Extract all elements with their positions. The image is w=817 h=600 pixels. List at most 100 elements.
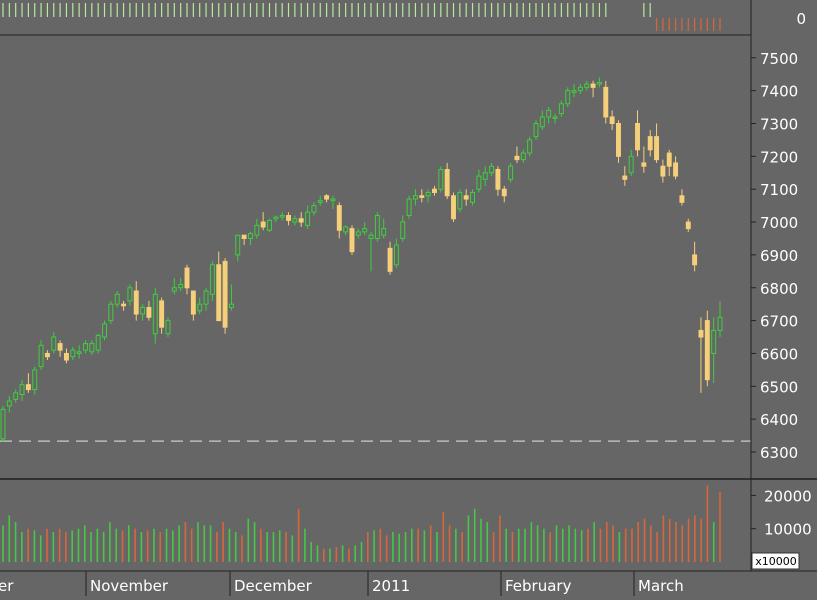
candle-body: [127, 287, 133, 302]
candle-body: [419, 195, 425, 198]
candle-body: [489, 165, 495, 174]
candle-body: [216, 264, 222, 322]
candle-body: [565, 90, 571, 105]
candle-body: [514, 155, 520, 161]
candle-body: [387, 247, 393, 272]
candle-body: [552, 116, 558, 119]
candle-body: [584, 83, 590, 88]
candle-body: [146, 306, 152, 318]
price-tick-label: 7100: [760, 181, 798, 199]
candle-body: [95, 334, 101, 351]
candle-body: [654, 136, 660, 161]
candle-body: [32, 369, 38, 391]
candle-body: [311, 205, 317, 213]
candle-body: [520, 152, 526, 161]
candle-body: [349, 228, 355, 253]
candle-body: [679, 195, 685, 203]
candle-body: [178, 283, 184, 289]
candle-body: [171, 287, 177, 292]
candle-body: [673, 162, 679, 177]
x-axis-label: December: [234, 577, 313, 595]
candle-body: [457, 191, 463, 210]
candle-body: [603, 86, 609, 118]
candle-body: [235, 234, 241, 256]
candle-body: [108, 303, 114, 322]
candle-body: [241, 234, 247, 239]
candle-body: [44, 352, 50, 358]
candle-body: [717, 316, 723, 331]
candle-body: [698, 329, 704, 338]
candle-body: [476, 175, 482, 190]
candle-body: [666, 152, 672, 167]
candle-body: [616, 123, 621, 157]
candle-body: [368, 234, 374, 239]
candle-body: [558, 103, 564, 115]
volume-axis: 20000 10000: [751, 487, 812, 539]
price-tick-label: 7300: [760, 116, 798, 134]
volume-series: [2, 485, 721, 562]
candle-body: [63, 352, 69, 361]
candle-body: [0, 408, 6, 440]
candle-body: [355, 231, 361, 236]
candle-body: [444, 168, 450, 197]
price-tick-label: 6700: [760, 313, 798, 331]
candle-body: [140, 306, 146, 315]
candle-body: [247, 233, 253, 239]
candle-body: [305, 211, 311, 226]
candle-body: [533, 123, 539, 138]
candle-body: [432, 188, 437, 193]
candle-body: [260, 221, 266, 228]
candle-body: [685, 221, 691, 230]
candle-body: [292, 218, 298, 223]
candle-body: [628, 155, 634, 174]
candle-body: [165, 320, 171, 335]
candle-body: [393, 244, 399, 266]
candle-body: [596, 81, 602, 85]
candle-body: [704, 320, 710, 381]
x-axis-label: er: [0, 577, 14, 595]
candle-body: [527, 139, 533, 154]
candle-body: [406, 198, 412, 216]
candle-body: [508, 165, 514, 180]
candle-body: [609, 116, 615, 124]
volume-tick-label: 20000: [764, 487, 812, 505]
candle-body: [279, 214, 285, 218]
price-tick-label: 7200: [760, 148, 798, 166]
candle-body: [381, 228, 387, 236]
volume-tick-label: 10000: [764, 521, 812, 539]
candle-body: [635, 123, 640, 151]
candle-body: [330, 198, 336, 202]
candle-body: [343, 226, 349, 233]
candle-body: [70, 349, 76, 358]
candle-body: [190, 290, 196, 315]
candle-body: [89, 343, 95, 353]
candle-body: [197, 303, 203, 312]
candle-body: [539, 116, 545, 128]
candle-body: [660, 165, 666, 177]
price-tick-label: 6400: [760, 411, 798, 429]
candle-body: [622, 175, 628, 180]
candle-body: [463, 195, 469, 200]
candlestick-series: [0, 77, 723, 443]
indicator-panel: [2, 3, 721, 31]
candle-body: [76, 351, 82, 354]
candle-body: [336, 205, 342, 231]
candle-body: [571, 90, 577, 93]
candle-body: [83, 343, 88, 351]
candle-body: [38, 344, 44, 368]
candle-body: [692, 254, 698, 266]
price-tick-label: 7500: [760, 50, 798, 68]
candle-body: [298, 218, 304, 223]
candle-body: [400, 221, 406, 239]
candle-body: [273, 216, 279, 220]
x-axis-label: November: [90, 577, 169, 595]
candle-body: [374, 214, 380, 239]
candle-body: [546, 109, 552, 118]
candle-body: [254, 224, 260, 236]
price-tick-label: 7400: [760, 83, 798, 101]
candle-body: [57, 343, 63, 351]
candle-body: [102, 323, 107, 338]
x-axis: er November December 2011 February March: [0, 571, 684, 596]
